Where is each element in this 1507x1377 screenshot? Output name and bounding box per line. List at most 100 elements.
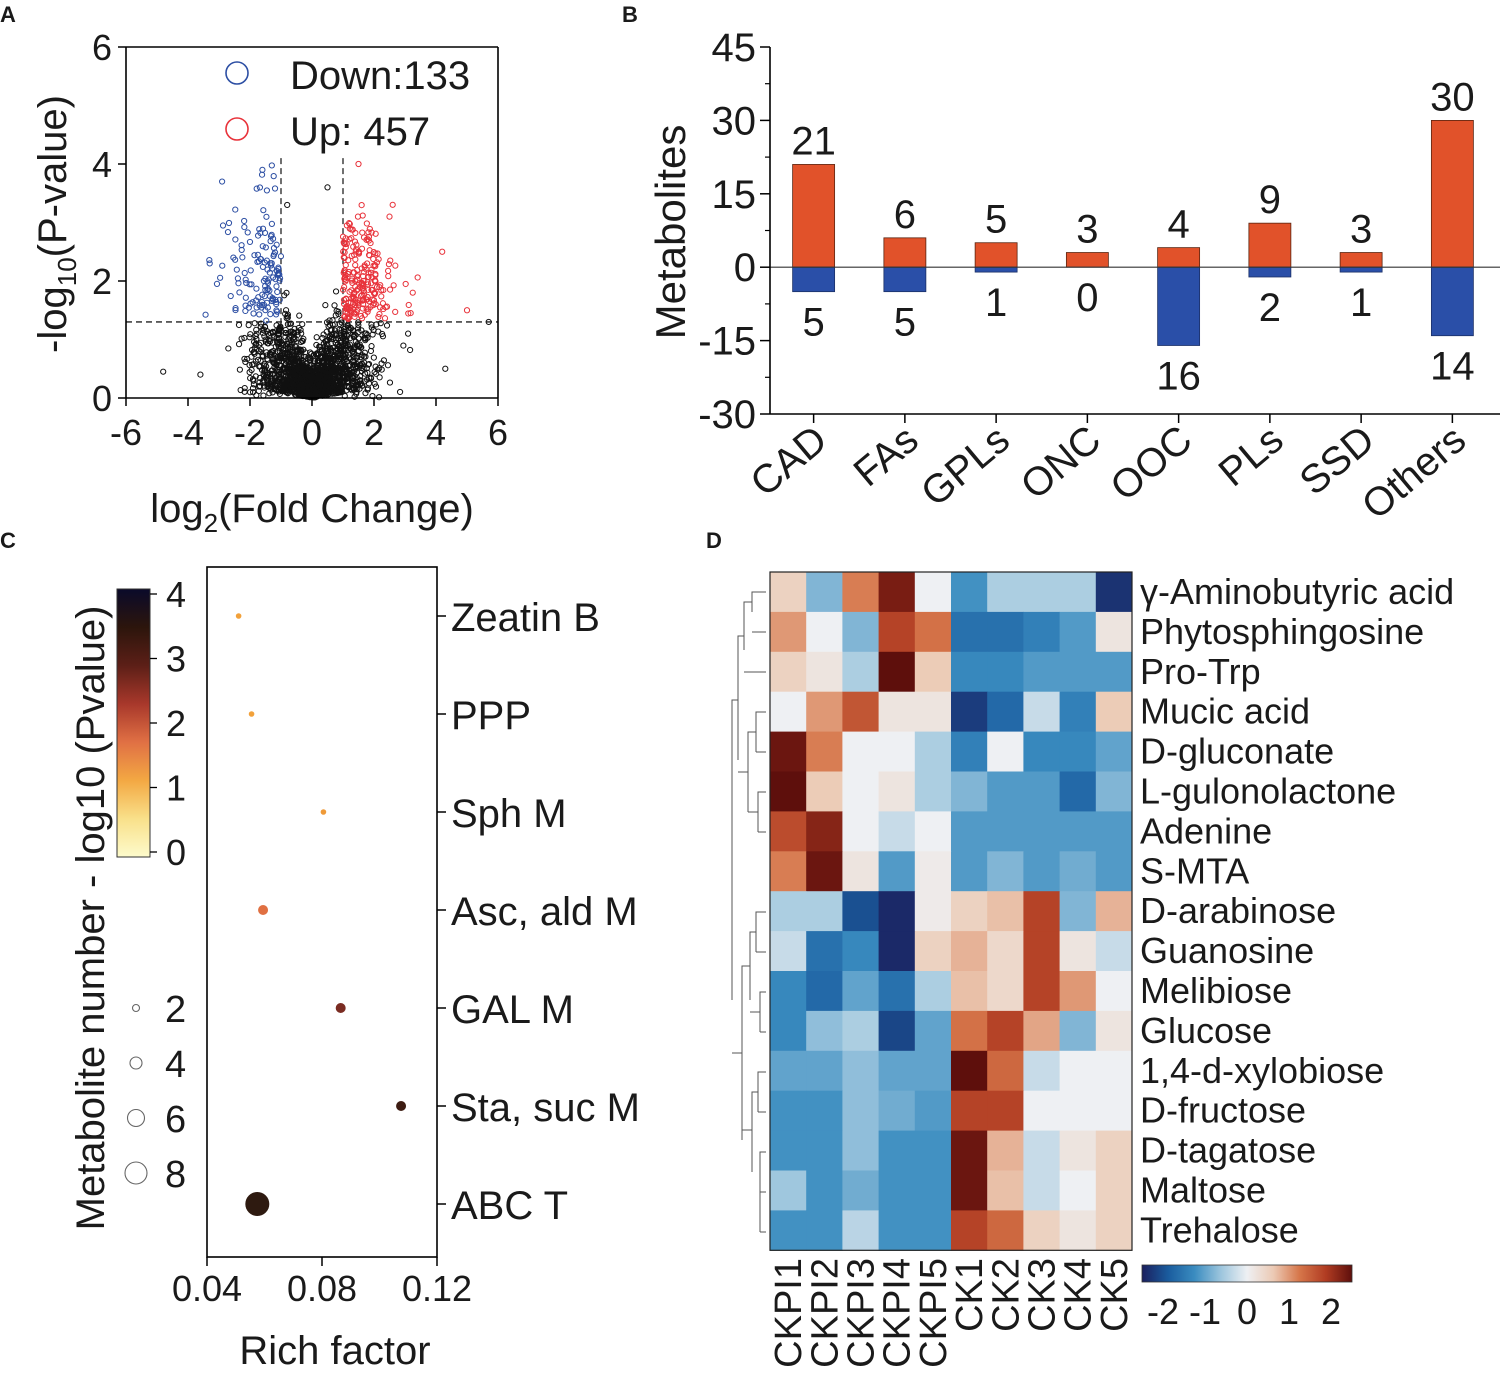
heatmap-cell [878,572,916,613]
up-point [366,225,373,233]
up-point [392,308,399,315]
ns-point [296,312,303,319]
heatmap-cell [914,611,952,653]
ns-point [288,363,295,370]
ns-point [307,354,314,361]
ns-point [299,361,307,368]
ns-point [332,312,339,319]
ns-point [262,338,270,345]
heatmap-cell [770,731,807,772]
up-point [352,261,359,269]
ns-point [341,331,348,338]
heatmap-cell [806,1130,843,1171]
ns-point [334,365,341,373]
up-point [376,311,383,318]
up-point [345,220,353,227]
colorbar-tick-label: 2 [166,703,186,744]
heatmap-cell [951,1090,988,1132]
up-point [352,310,359,317]
heatmap-cell [914,1170,952,1211]
ns-point [320,340,327,347]
down-point [238,242,245,249]
colorbar-tick-label: -2 [1147,1291,1179,1332]
legend-label: Up: 457 [290,110,430,154]
ns-point [336,373,343,380]
up-point [359,305,366,312]
ns-point [355,328,362,336]
bubble-point [396,1101,407,1111]
ns-point [267,377,275,384]
heatmap-cell [951,611,988,653]
heatmap-cell [914,1130,952,1171]
x-tick-label: Others [1354,417,1474,528]
heatmap-cell [951,731,988,772]
heatmap-cell [951,1170,988,1211]
down-point [266,287,273,294]
ns-point [319,334,326,342]
heatmap-cell [914,572,952,613]
ns-point [358,360,365,367]
ns-point [337,329,344,336]
column-label: CKPI5 [913,1258,955,1368]
ns-point [257,320,265,327]
category-label: Sph M [451,792,567,836]
heatmap-cell [806,811,843,852]
ns-point [325,391,332,398]
ns-point [269,328,276,336]
down-point [261,259,268,266]
down-point [259,243,266,250]
y-tick-label: 4 [92,144,112,185]
ns-point [346,363,353,370]
ns-point [319,358,326,365]
heatmap-cell [842,651,880,693]
heatmap-cell [987,1130,1024,1171]
up-point [361,311,368,318]
y-axis-label: -log10(P-value) [31,95,82,353]
down-point [276,277,283,284]
bar-down [1157,266,1201,346]
y-tick-label: 0 [734,246,756,290]
up-point [351,238,359,245]
ns-point [334,350,342,357]
heatmap-cell [878,771,916,812]
bar-up-label: 9 [1259,178,1281,222]
heatmap-cell [1095,811,1133,852]
ns-point [358,364,365,372]
y-tick-label: 30 [712,99,757,143]
heatmap-cell [914,971,952,1012]
heatmap-cell [987,691,1024,733]
colorbar-tick-label: 1 [166,768,186,809]
heatmap-cell [951,891,988,932]
data-point [463,307,471,314]
up-point [389,201,396,208]
down-point [244,229,251,236]
row-label: Trehalose [1140,1209,1299,1250]
heatmap-cell [1023,851,1061,892]
heatmap-cell [806,611,843,653]
x-tick-label: -6 [110,412,142,453]
down-point [271,185,279,192]
x-tick-label: GPLs [913,417,1018,515]
ns-point [340,328,347,335]
ns-point [280,371,287,379]
ns-point [323,363,330,370]
down-point [254,258,261,266]
ns-point [318,373,326,381]
heatmap-cell [1059,572,1097,613]
up-point [342,276,350,283]
up-point [371,290,378,298]
ns-point [280,376,287,383]
data-point [197,371,204,378]
row-label: γ-Aminobutyric acid [1140,571,1454,612]
bar-up-label: 21 [791,119,836,163]
ns-point [292,381,299,388]
ns-point [352,338,359,345]
up-point [357,293,365,300]
up-point [372,272,379,279]
ns-point [246,334,253,341]
heatmap-cell [806,1010,843,1052]
y-axis-label: Metabolite number - log10 (Pvalue) [69,606,113,1231]
y-tick-label: 2 [92,261,112,302]
ns-point [267,383,274,390]
ns-point [376,374,383,381]
